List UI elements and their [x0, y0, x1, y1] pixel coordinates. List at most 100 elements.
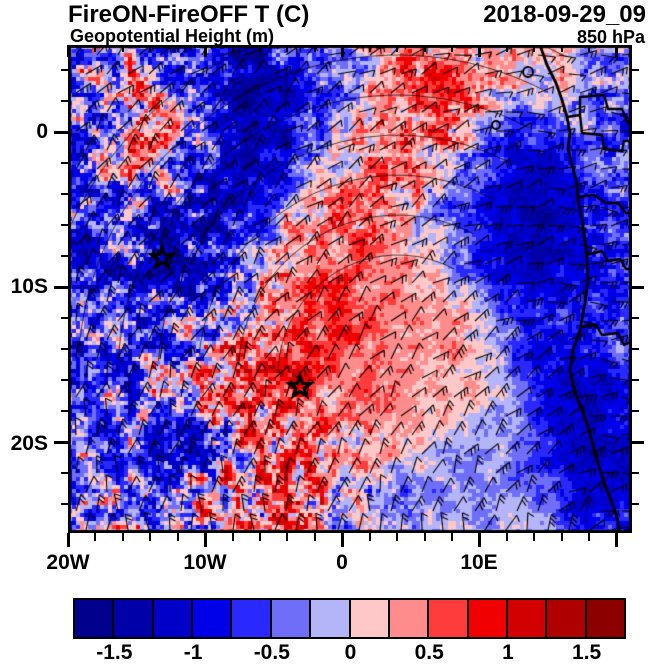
- y-axis-tick: [61, 224, 68, 226]
- x-axis-tick-top: [396, 45, 399, 52]
- colorbar-segment: [311, 600, 349, 637]
- x-axis-tick: [149, 533, 152, 541]
- y-axis-tick-right: [632, 69, 639, 71]
- x-axis-tick: [176, 533, 179, 541]
- pressure-level-label: 850 hPa: [576, 27, 645, 47]
- x-axis-tick-top: [477, 45, 481, 57]
- colorbar-tick-label: 1.5: [572, 641, 602, 664]
- x-axis-tick-top: [121, 45, 124, 52]
- y-axis-tick: [61, 69, 68, 71]
- x-axis-tick: [451, 533, 454, 541]
- y-axis-tick: [61, 162, 68, 164]
- x-axis-tick: [313, 533, 316, 541]
- x-axis-tick: [477, 533, 481, 547]
- x-axis-tick-top: [149, 45, 152, 52]
- map-plot-area: [68, 45, 632, 533]
- y-axis-tick-right: [632, 255, 639, 257]
- y-axis-tick: [61, 100, 68, 102]
- x-axis-tick-top: [313, 45, 316, 52]
- colorbar-segment: [232, 600, 270, 637]
- x-axis-tick-top: [505, 45, 508, 52]
- x-axis-label: 0: [336, 551, 348, 574]
- y-axis-tick-right: [632, 100, 639, 102]
- y-axis-tick: [61, 317, 68, 319]
- x-axis-tick: [286, 533, 289, 541]
- plot-datetime: 2018-09-29_09: [483, 1, 646, 28]
- colorbar-segment: [468, 600, 506, 637]
- y-axis-tick: [54, 130, 68, 134]
- x-axis-tick: [615, 533, 619, 547]
- colorbar-tick-label: 0: [344, 641, 357, 664]
- x-axis-tick: [259, 533, 261, 541]
- colorbar-segment: [271, 600, 310, 637]
- colorbar-tick-label: 1: [502, 641, 514, 664]
- colorbar-segment: [586, 600, 625, 637]
- x-axis-tick-top: [368, 45, 371, 52]
- x-axis-tick-top: [423, 45, 426, 52]
- x-axis-tick-top: [533, 45, 536, 52]
- x-axis-tick-top: [340, 45, 344, 57]
- y-axis-tick-right: [632, 130, 644, 134]
- colorbar-tick-label: -1: [183, 641, 203, 664]
- colorbar-segment: [507, 600, 546, 637]
- y-axis-tick-right: [632, 317, 639, 319]
- x-axis-tick: [340, 533, 344, 547]
- plot-title: FireON-FireOFF T (C): [68, 1, 310, 28]
- x-axis-tick: [121, 533, 124, 541]
- x-axis-tick-top: [203, 45, 207, 57]
- y-axis-tick-right: [632, 440, 644, 444]
- map-canvas: [68, 45, 632, 533]
- y-axis-tick-right: [632, 162, 639, 164]
- colorbar-segment: [75, 600, 113, 637]
- x-axis-tick: [231, 533, 234, 541]
- colorbar-tick-label: 0.5: [414, 641, 444, 664]
- y-axis-tick: [61, 410, 68, 412]
- x-axis-tick: [94, 533, 97, 541]
- x-axis-tick-top: [560, 45, 563, 52]
- y-axis-tick: [61, 348, 68, 350]
- x-axis-tick-top: [94, 45, 97, 52]
- x-axis-tick-top: [66, 45, 70, 57]
- colorbar-segment: [429, 600, 467, 637]
- x-axis-tick: [396, 533, 399, 541]
- colorbar-tick-label: -1.5: [96, 641, 133, 664]
- x-axis-tick: [423, 533, 426, 541]
- colorbar-segment: [350, 600, 388, 637]
- x-axis-tick-top: [451, 45, 454, 52]
- x-axis-tick: [203, 533, 207, 547]
- y-axis-tick: [61, 255, 68, 257]
- y-axis-label: 20S: [10, 432, 48, 455]
- y-axis-tick: [61, 472, 68, 474]
- x-axis-tick-top: [231, 45, 234, 52]
- colorbar-tick-label: -0.5: [253, 641, 290, 664]
- x-axis-tick: [66, 533, 70, 547]
- x-axis-tick-top: [286, 45, 289, 52]
- y-axis-tick-right: [632, 224, 639, 226]
- x-axis-tick: [588, 533, 591, 541]
- x-axis-tick: [368, 533, 371, 541]
- y-axis-tick: [61, 379, 68, 381]
- y-axis-tick-right: [632, 410, 639, 412]
- colorbar-segment: [193, 600, 231, 637]
- y-axis-tick: [61, 193, 68, 195]
- y-axis-tick-right: [632, 503, 639, 505]
- y-axis-label: 10S: [10, 275, 48, 298]
- x-axis-tick-top: [176, 45, 179, 52]
- y-axis-tick-right: [632, 472, 639, 474]
- plot-subtitle: Geopotential Height (m): [70, 26, 274, 46]
- y-axis-tick-right: [632, 379, 639, 381]
- x-axis-label: 20W: [46, 551, 90, 574]
- y-axis-tick-right: [632, 348, 639, 350]
- x-axis-tick: [533, 533, 536, 541]
- y-axis-tick: [54, 285, 68, 289]
- x-axis-label: 10E: [460, 551, 498, 574]
- x-axis-tick-top: [615, 45, 619, 57]
- colorbar-segment: [114, 600, 152, 637]
- y-axis-tick: [61, 503, 68, 505]
- colorbar-segment: [547, 600, 585, 637]
- x-axis-tick: [505, 533, 508, 541]
- y-axis-tick-right: [632, 285, 644, 289]
- x-axis-label: 10W: [183, 551, 227, 574]
- x-axis-tick-top: [588, 45, 591, 52]
